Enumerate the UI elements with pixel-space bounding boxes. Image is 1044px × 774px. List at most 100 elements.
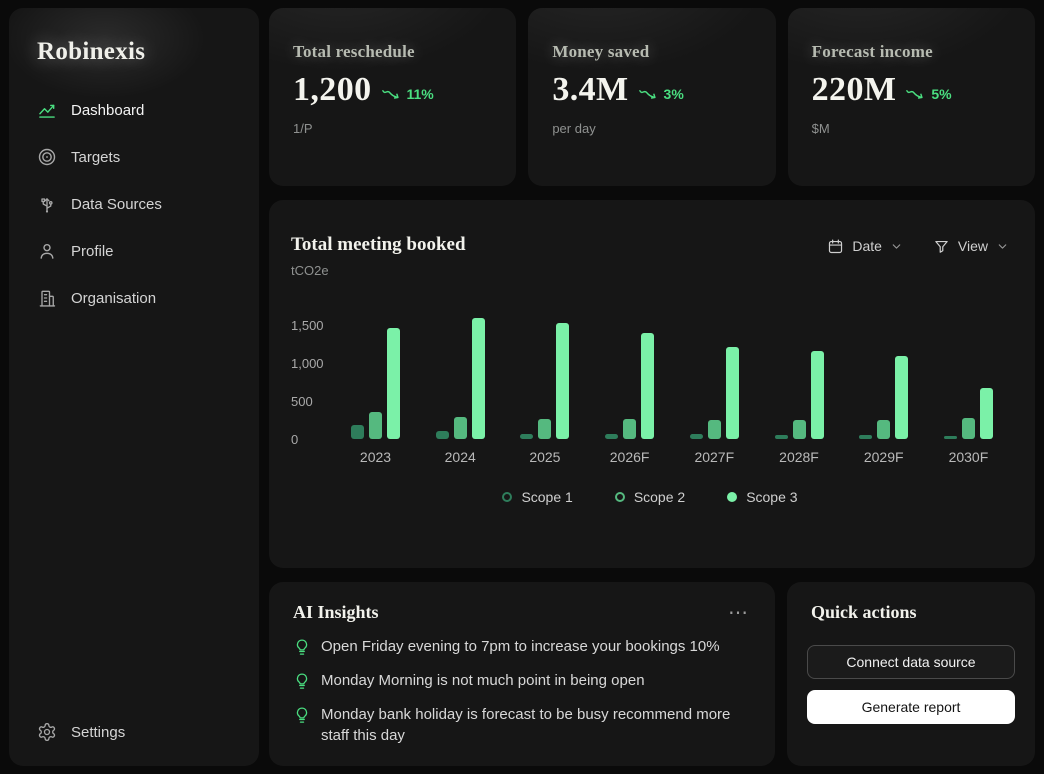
target-icon [37,147,57,167]
sidebar-item-organisation[interactable]: Organisation [29,278,239,318]
x-axis-label: 2024 [444,448,476,465]
bar-group-2030f: 2030F [943,314,993,465]
app-logo: Robinexis [37,38,146,65]
x-axis-label: 2023 [359,448,392,465]
trend-down-icon [381,88,402,100]
sidebar-item-profile[interactable]: Profile [29,231,239,271]
stat-title: Total reschedule [293,42,415,61]
bar-scope-2 [369,411,382,439]
bar-group-2027f: 2027F [689,314,739,465]
bar-scope-1 [435,430,449,439]
bar-scope-1 [774,434,788,439]
building-icon [37,288,57,308]
bar-scope-3 [556,322,570,439]
connect-data-source-button[interactable]: Connect data source [807,645,1015,679]
trend-value: 3% [663,86,684,102]
sidebar-spacer [29,318,239,712]
sidebar-item-dashboard[interactable]: Dashboard [29,90,239,130]
chart-unit-label: tCO2e [291,262,329,278]
generate-report-button[interactable]: Generate report [807,690,1015,724]
bar-scope-2 [877,419,891,439]
legend-item-scope-3: Scope 3 [727,489,798,505]
quick-actions-card: Quick actions Connect data source Genera… [787,582,1035,766]
lightbulb-icon [293,638,311,656]
trend-down-icon [638,88,659,100]
view-dropdown[interactable]: View [933,238,1009,255]
bar-group-2025: 2025 [520,314,570,465]
stat-value: 220M [811,71,897,108]
insight-text: Monday bank holiday is forecast to be bu… [321,706,731,744]
bar-scope-1 [859,434,873,439]
bar-scope-1 [689,433,703,439]
bar-scope-3 [725,346,739,439]
legend-item-scope-1: Scope 1 [502,488,573,505]
control-label: Date [852,238,882,255]
x-axis-label: 2030F [948,448,989,465]
sidebar: Robinexis Dashboard Targets Data Sources [9,8,259,766]
chart-header: Total meeting booked tCO2e Date [291,234,1009,278]
x-axis-label: 2026F [609,448,650,465]
stat-trend: 3% [638,86,684,102]
stat-card-total-reschedule: Total reschedule 1,200 11% 1/P [269,8,517,186]
user-icon [37,241,57,261]
chart-title-block: Total meeting booked tCO2e [291,234,466,278]
stat-subtitle: $M [811,121,830,136]
bar-group-2028f: 2028F [774,314,824,465]
stat-value-row: 1,200 11% [293,71,492,109]
stat-value-row: 3.4M 3% [552,71,751,109]
x-axis-label: 2027F [694,448,735,465]
bar-scope-2 [961,417,975,439]
bar-scope-2 [453,416,467,439]
line-chart-icon [37,100,57,120]
insights-header: AI Insights ⋯ [293,602,751,623]
stat-subtitle: per day [552,121,596,136]
stat-trend: 5% [906,86,952,102]
sidebar-item-targets[interactable]: Targets [29,137,239,177]
y-axis-tick: 1,500 [291,318,324,334]
x-axis-label: 2025 [529,448,561,465]
trend-value: 11% [406,86,434,102]
chevron-down-icon [996,240,1009,253]
sidebar-nav: Dashboard Targets Data Sources Profile [29,90,239,318]
insights-title: AI Insights [293,602,379,622]
legend-dot-icon [727,491,738,502]
control-label: View [957,238,988,255]
stat-subtitle: 1/P [293,121,313,136]
trend-down-icon [906,88,926,100]
stat-value: 3.4M [552,71,629,108]
bar-scope-3 [387,327,400,439]
sidebar-item-label: Organisation [71,289,157,307]
sidebar-item-data-sources[interactable]: Data Sources [29,184,239,224]
bar-scope-3 [810,350,824,439]
date-dropdown[interactable]: Date [827,238,903,255]
gear-icon [37,722,57,742]
chevron-down-icon [890,240,903,253]
bar-chart: 0 500 1,000 1,500 2023 2024 2025 2026F 2027F 202… [291,314,1009,465]
stat-value: 1,200 [293,71,372,108]
trend-value: 5% [931,86,952,102]
insight-item: Open Friday evening to 7pm to increase y… [293,636,751,657]
sidebar-item-settings[interactable]: Settings [29,712,239,752]
bottom-row: AI Insights ⋯ Open Friday evening to 7pm… [269,582,1035,766]
quick-actions-title: Quick actions [811,602,917,622]
stat-value-row: 220M 5% [812,71,1011,109]
bar-scope-3 [895,355,909,439]
chart-plot: 2023 2024 2025 2026F 2027F 2028F 2029F 2030F [349,314,1009,465]
bar-scope-1 [605,433,619,439]
insight-item: Monday Morning is not much point in bein… [293,670,751,691]
sidebar-item-label: Profile [71,242,114,260]
calendar-icon [827,238,844,255]
sidebar-item-label: Targets [71,148,121,166]
insight-item: Monday bank holiday is forecast to be bu… [293,704,751,746]
chart-controls: Date View [827,238,1009,255]
legend-label: Scope 1 [521,488,573,505]
legend-label: Scope 2 [633,488,686,505]
more-options-button[interactable]: ⋯ [728,601,749,624]
usb-icon [37,194,57,214]
x-axis-label: 2029F [863,448,904,465]
insight-text: Open Friday evening to 7pm to increase y… [321,638,720,655]
stat-card-money-saved: Money saved 3.4M 3% per day [528,8,776,186]
bar-group-2024: 2024 [435,314,485,465]
lightbulb-icon [293,706,311,724]
